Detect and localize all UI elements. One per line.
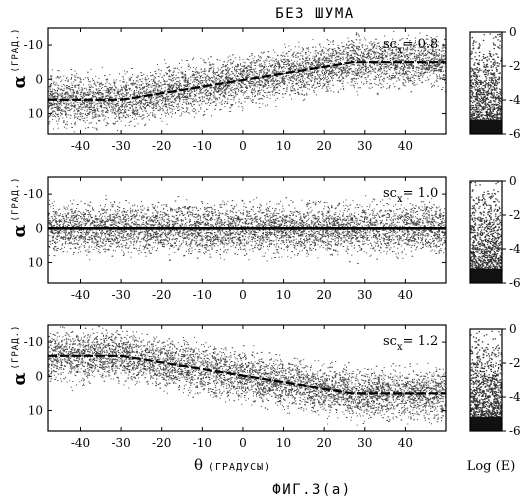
- x-tick-label: 20: [317, 436, 332, 450]
- x-tick-label: -20: [152, 139, 171, 153]
- x-tick-label: 10: [276, 288, 291, 302]
- x-tick-label: 30: [357, 288, 372, 302]
- y-tick-label: 10: [28, 403, 43, 417]
- y-axis-label: (ГРАД.): [11, 28, 21, 73]
- annotation-value: = 1.2: [403, 334, 439, 349]
- figure-caption: ФИГ.3(а): [272, 482, 351, 498]
- colorbar-tick-label: -6: [509, 276, 521, 290]
- y-tick-label: -10: [24, 38, 43, 52]
- annotation-text: sc: [383, 37, 397, 52]
- colorbar-tick-label: -4: [509, 93, 521, 107]
- colorbar-tick-label: -2: [509, 208, 521, 222]
- x-tick-label: -10: [193, 288, 212, 302]
- colorbar-tick-label: 0: [509, 25, 517, 39]
- x-tick-label: -30: [111, 139, 130, 153]
- colorbar-tick-label: -2: [509, 356, 521, 370]
- x-tick-label: -20: [152, 288, 171, 302]
- x-tick-label: 40: [398, 139, 413, 153]
- x-axis-symbol: θ: [194, 456, 203, 474]
- y-tick-label: 0: [35, 369, 43, 383]
- x-tick-label: 40: [398, 436, 413, 450]
- y-axis-symbol: α: [10, 75, 30, 88]
- panel-3: -40-30-20-10010203040-10010α(ГРАД.)scx= …: [10, 322, 521, 450]
- x-tick-label: -10: [193, 436, 212, 450]
- panel-1: -40-30-20-10010203040-10010α(ГРАД.)scx= …: [10, 25, 521, 153]
- x-tick-label: 20: [317, 288, 332, 302]
- colorbar-label: Log (E): [467, 459, 516, 474]
- x-tick-label: -30: [111, 288, 130, 302]
- annotation-text: sc: [383, 186, 397, 201]
- x-tick-label: 0: [239, 436, 247, 450]
- annotation-text: sc: [383, 334, 397, 349]
- x-tick-label: -40: [71, 436, 90, 450]
- colorbar-tick-label: -6: [509, 424, 521, 438]
- x-tick-label: 40: [398, 288, 413, 302]
- panel-2: -40-30-20-10010203040-10010α(ГРАД.)scx= …: [10, 174, 521, 302]
- x-tick-label: -20: [152, 436, 171, 450]
- x-axis-label: (ГРАДУСЫ): [208, 462, 271, 473]
- x-tick-label: 30: [357, 139, 372, 153]
- scale-annotation: scx= 1.2: [383, 334, 438, 353]
- x-tick-label: -40: [71, 139, 90, 153]
- x-tick-label: 10: [276, 436, 291, 450]
- annotation-value: = 1.0: [403, 186, 439, 201]
- y-tick-label: -10: [24, 335, 43, 349]
- panels: -40-30-20-10010203040-10010α(ГРАД.)scx= …: [10, 25, 521, 450]
- colorbar-tick-label: 0: [509, 322, 517, 336]
- annotation-value: = 0.8: [403, 37, 439, 52]
- colorbar-dark-end: [470, 120, 502, 134]
- x-tick-label: -30: [111, 436, 130, 450]
- colorbar-tick-label: -4: [509, 242, 521, 256]
- y-tick-label: 10: [28, 106, 43, 120]
- y-tick-label: 0: [35, 72, 43, 86]
- x-tick-label: 10: [276, 139, 291, 153]
- scale-annotation: scx= 1.0: [383, 186, 438, 205]
- x-tick-label: -40: [71, 288, 90, 302]
- colorbar-tick-label: -4: [509, 390, 521, 404]
- colorbar: 0 -2 -4 -6: [470, 174, 521, 290]
- colorbar-tick-label: -2: [509, 59, 521, 73]
- colorbar: 0 -2 -4 -6: [470, 322, 521, 438]
- x-tick-label: 20: [317, 139, 332, 153]
- y-axis-label: (ГРАД.): [11, 325, 21, 370]
- y-axis-symbol: α: [10, 372, 30, 385]
- x-tick-label: -10: [193, 139, 212, 153]
- x-tick-label: 0: [239, 288, 247, 302]
- colorbar-dark-end: [470, 269, 502, 283]
- y-tick-label: -10: [24, 187, 43, 201]
- colorbar-tick-label: 0: [509, 174, 517, 188]
- y-tick-label: 10: [28, 255, 43, 269]
- colorbar-tick-label: -6: [509, 127, 521, 141]
- figure-title: БЕЗ ШУМА: [275, 6, 354, 22]
- colorbar: 0 -2 -4 -6: [470, 25, 521, 141]
- y-axis-symbol: α: [10, 224, 30, 237]
- x-tick-label: 30: [357, 436, 372, 450]
- y-axis-label: (ГРАД.): [11, 177, 21, 222]
- colorbar-dark-end: [470, 417, 502, 431]
- y-tick-label: 0: [35, 221, 43, 235]
- x-tick-label: 0: [239, 139, 247, 153]
